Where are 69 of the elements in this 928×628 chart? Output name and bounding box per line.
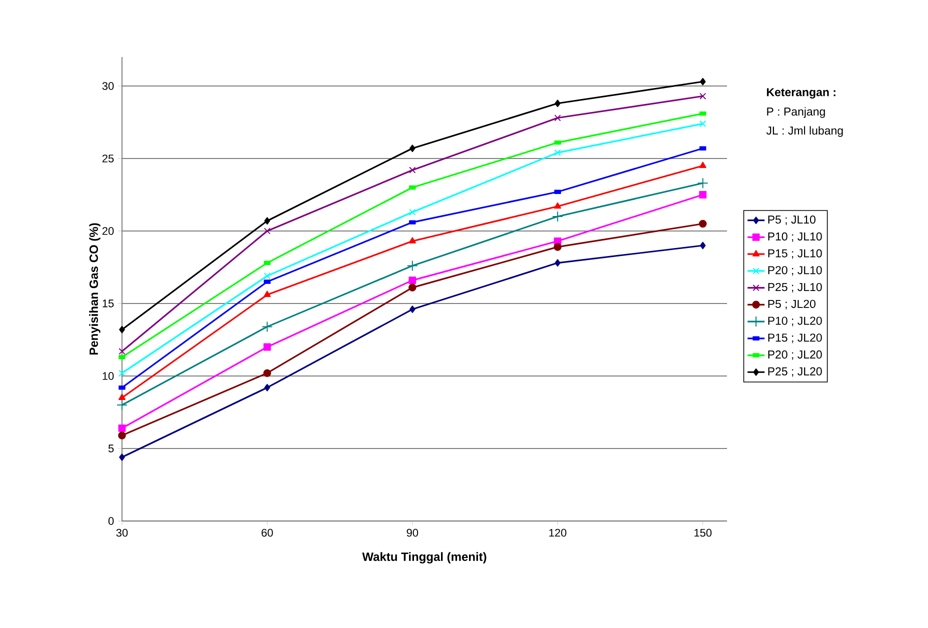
point (698, 220, 707, 228)
x-tick-label: 30 (116, 528, 128, 537)
point (700, 242, 706, 250)
text: P : Panjang (767, 107, 825, 118)
point (410, 306, 416, 313)
point (699, 162, 706, 168)
point (554, 243, 562, 251)
point (554, 149, 561, 156)
y-tick-label: 5 (108, 444, 114, 452)
legend-label: P10 ; JL10 (768, 232, 822, 242)
point (554, 202, 562, 209)
point (409, 185, 416, 190)
point (264, 272, 271, 280)
point (264, 228, 271, 234)
y-tick-label: 20 (102, 227, 114, 235)
legend-label: P20 ; JL10 (768, 266, 822, 276)
x-axis-title: Waktu Tinggal (menit) (362, 552, 486, 564)
y-tick-label: 30 (102, 82, 114, 90)
point (118, 370, 126, 376)
point (554, 100, 561, 108)
point (406, 260, 418, 272)
point (263, 369, 272, 377)
text: Keterangan : (766, 88, 836, 99)
point (699, 92, 706, 100)
point (264, 384, 270, 392)
point (264, 217, 270, 225)
point (409, 166, 416, 174)
point (408, 237, 416, 244)
point (118, 385, 126, 390)
x-tick-label: 150 (694, 528, 712, 537)
point (118, 394, 126, 400)
point (119, 454, 125, 461)
point (408, 284, 416, 292)
point (119, 326, 125, 334)
point (554, 140, 561, 145)
legend-label: P20 ; JL20 (768, 350, 822, 360)
legend-label: P5 ; JL20 (768, 300, 816, 310)
legend-label: P15 ; JL20 (768, 334, 822, 344)
x-tick-label: 120 (549, 528, 566, 537)
point (116, 400, 128, 410)
y-tick-label: 0 (108, 517, 114, 525)
point (118, 424, 126, 432)
point (409, 208, 416, 216)
legend-label: P5 ; JL10 (768, 216, 816, 226)
point (552, 210, 564, 222)
x-tick-label: 60 (262, 528, 273, 537)
legend-label: P10 ; JL20 (768, 316, 822, 326)
point (554, 259, 561, 267)
legend-label: P25 ; JL20 (768, 367, 822, 377)
y-tick-label: 25 (102, 154, 114, 162)
point (410, 144, 416, 152)
point (118, 348, 126, 355)
point (699, 120, 706, 128)
point (262, 321, 273, 332)
y-tick-label: 10 (102, 372, 114, 380)
point (700, 78, 706, 86)
point (699, 191, 707, 198)
y-tick-label: 15 (102, 300, 114, 308)
point (264, 343, 271, 351)
text: JL : Jml lubang (766, 126, 843, 137)
point (264, 290, 271, 298)
point (554, 114, 561, 122)
point (118, 432, 126, 440)
x-tick-label: 90 (406, 528, 418, 537)
point (408, 276, 416, 284)
legend-label: P25 ; JL10 (768, 282, 822, 292)
point (697, 178, 708, 189)
y-axis-title: Penyisihan Gas CO (%) (89, 223, 100, 355)
legend-label: P15 ; JL10 (768, 249, 822, 259)
